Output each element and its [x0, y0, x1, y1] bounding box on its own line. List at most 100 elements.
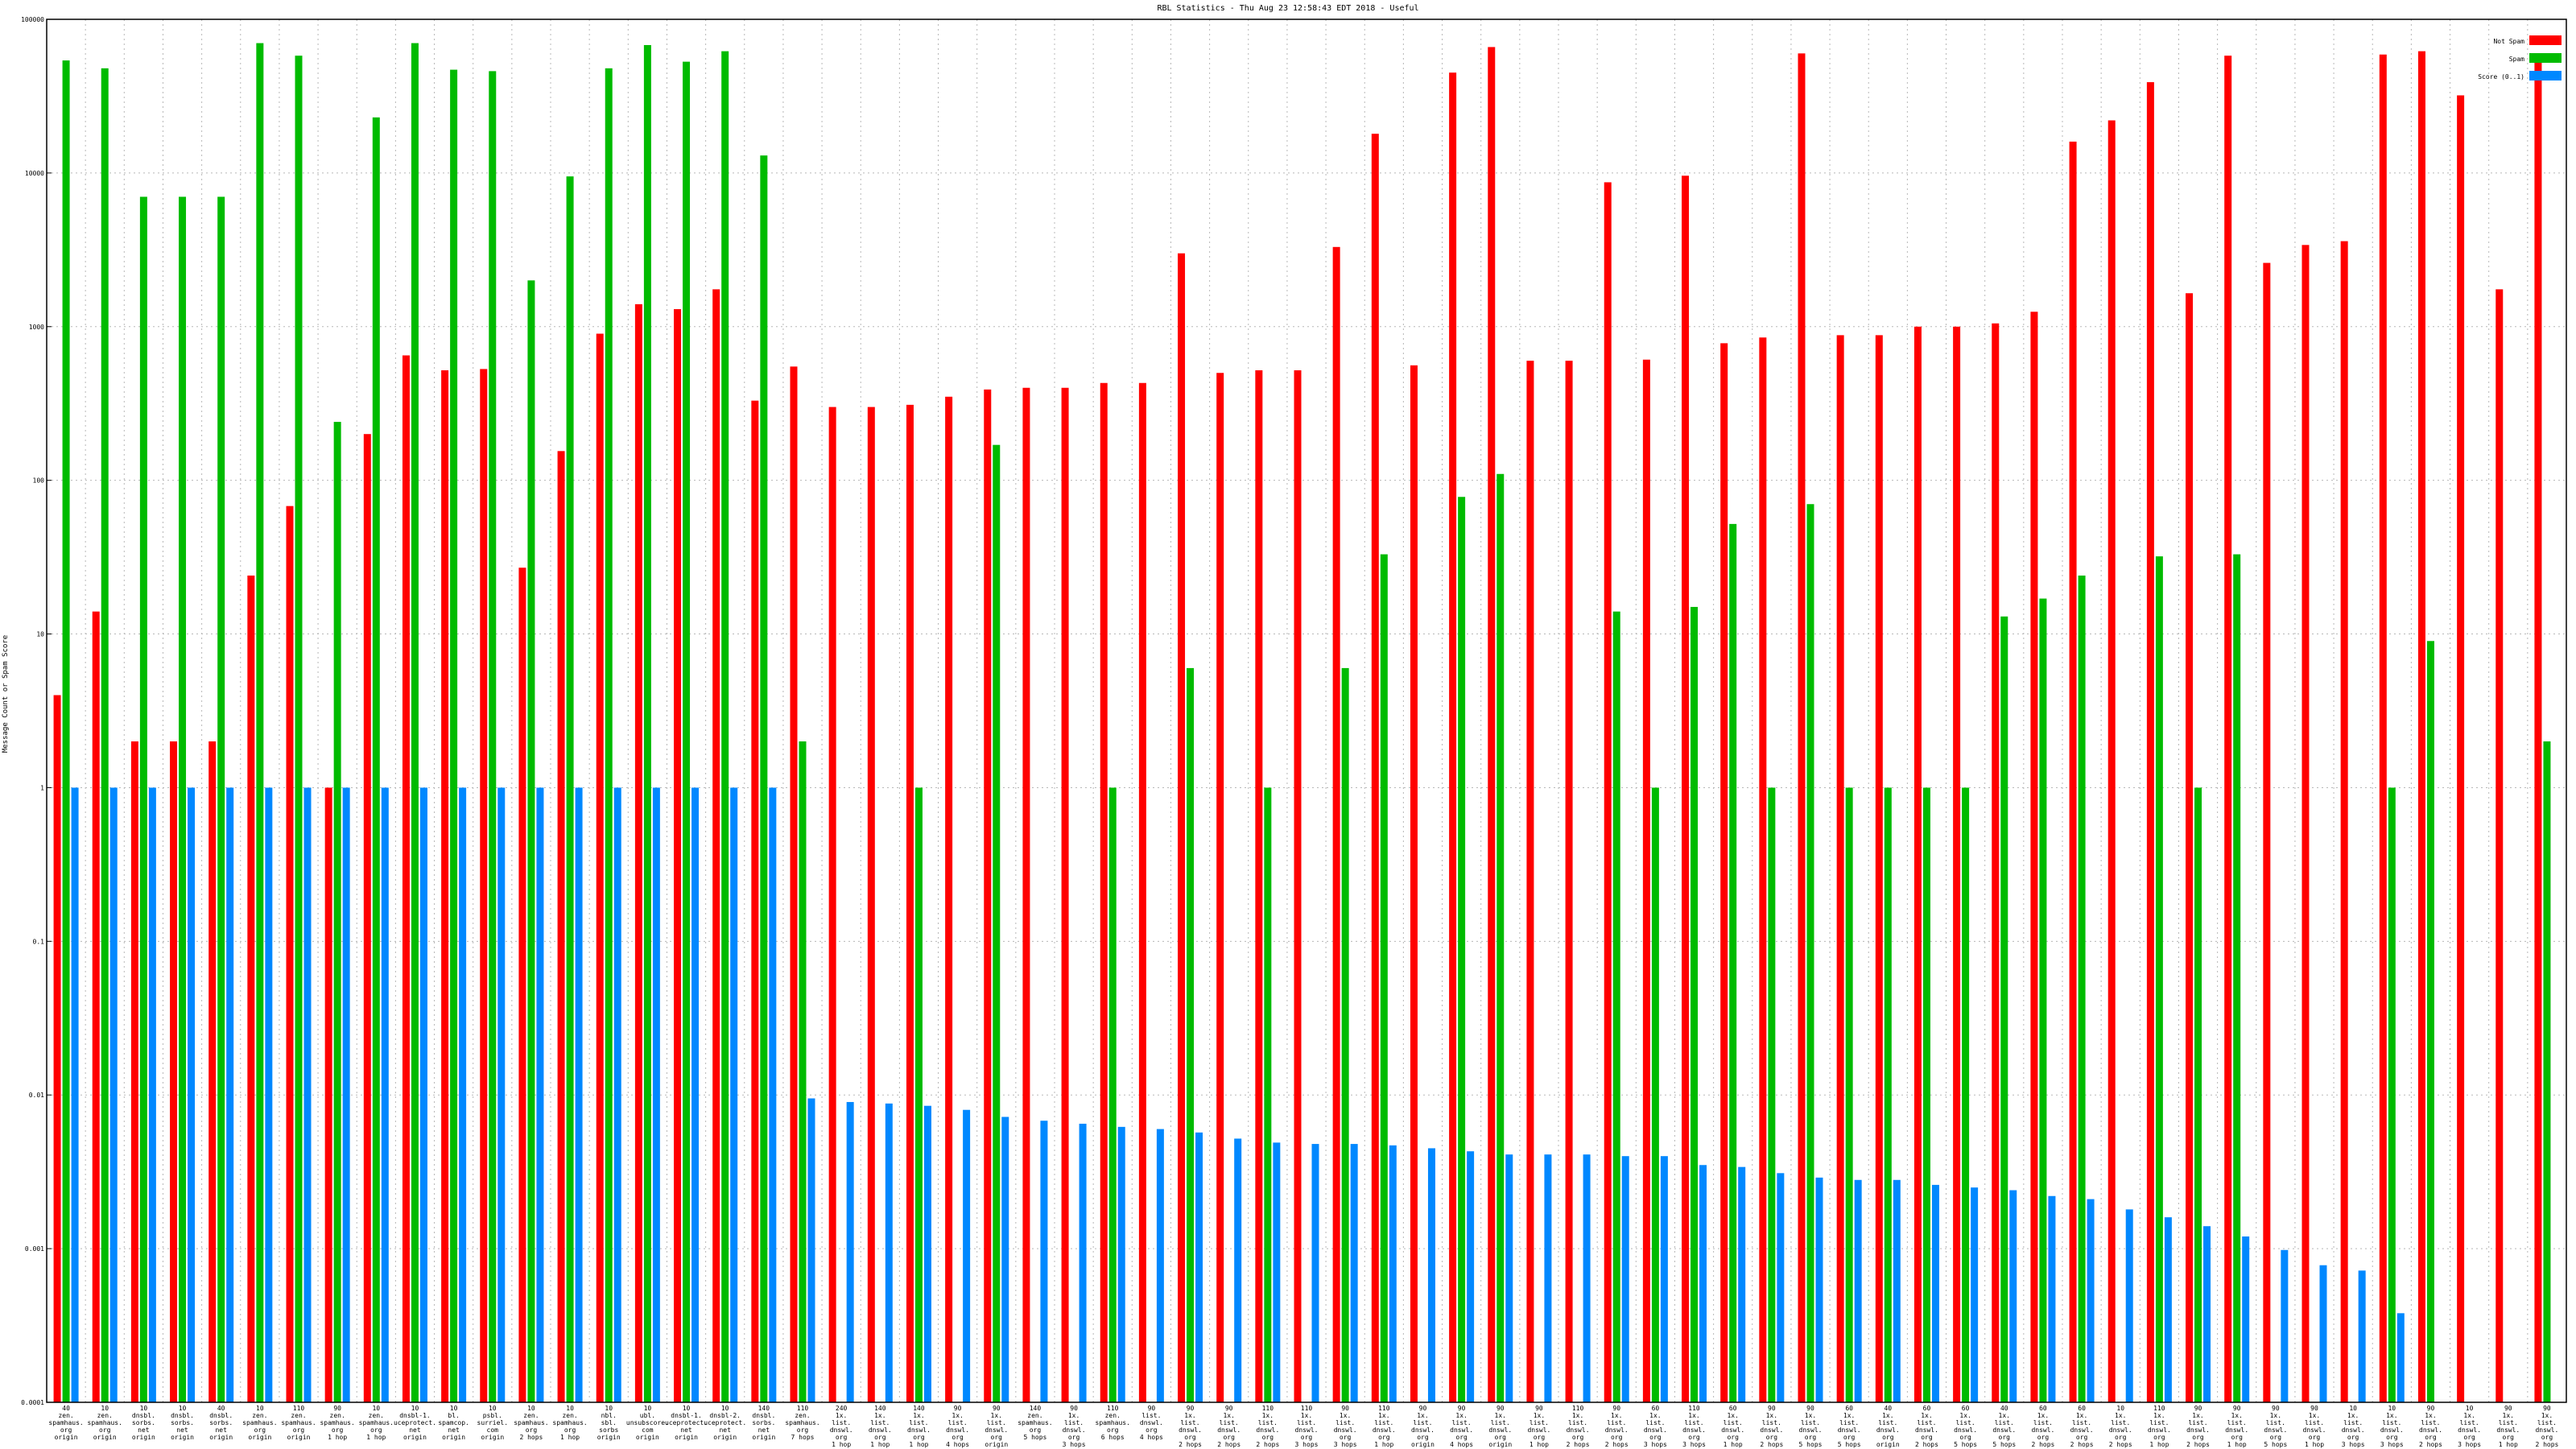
bar-spam	[799, 741, 807, 1402]
bar-score-0-1	[769, 787, 777, 1402]
bar-not-spam	[1216, 373, 1224, 1402]
bar-not-spam	[945, 396, 953, 1403]
bar-score-0-1	[2319, 1265, 2327, 1402]
bar-score-0-1	[1699, 1165, 1707, 1402]
bar-not-spam	[712, 289, 720, 1402]
bar-score-0-1	[1971, 1187, 1979, 1402]
x-tick-label: 10 zen. spamhaus. org 1 hop	[359, 1405, 394, 1441]
x-tick-label: 90 1x. list. dnswl. org 1 hop	[2496, 1405, 2520, 1448]
bar-not-spam	[1332, 246, 1340, 1403]
x-tick-label: 140 1x. list. dnswl. org 1 hop	[869, 1405, 892, 1448]
x-tick-label: 110 1x. list. dnswl. org 2 hops	[1567, 1405, 1590, 1448]
x-tick-label: 60 1x. list. dnswl. org 2 hops	[2031, 1405, 2054, 1448]
x-tick-label: 60 1x. list. dnswl. org 2 hops	[2070, 1405, 2094, 1448]
bar-not-spam	[402, 355, 410, 1403]
x-tick-label: 10 nbl. sbl. sorbs origin	[597, 1405, 621, 1441]
bar-spam	[1187, 667, 1195, 1402]
bar-not-spam	[984, 389, 992, 1402]
bar-not-spam	[2146, 82, 2154, 1402]
bar-score-0-1	[1001, 1117, 1009, 1402]
bar-score-0-1	[1467, 1151, 1475, 1402]
bar-score-0-1	[885, 1103, 893, 1402]
x-tick-label: 10 dnsbl. sorbs. net origin	[171, 1405, 194, 1441]
bar-spam	[295, 56, 303, 1403]
bar-score-0-1	[1195, 1132, 1203, 1402]
bar-score-0-1	[1931, 1184, 1939, 1402]
x-tick-label: 90 1x. list. dnswl. org 1 hop	[2303, 1405, 2326, 1448]
bar-score-0-1	[342, 787, 350, 1402]
bar-score-0-1	[2396, 1313, 2405, 1402]
bar-score-0-1	[1156, 1129, 1164, 1402]
bar-not-spam	[867, 407, 875, 1403]
x-tick-label: 110 zen. spamhaus. org 6 hops	[1096, 1405, 1130, 1441]
bar-not-spam	[1798, 53, 1806, 1402]
bar-score-0-1	[303, 787, 312, 1402]
bar-spam	[2039, 598, 2047, 1402]
bar-not-spam	[674, 309, 682, 1403]
x-tick-label: 90 1x. list. dnswl. org 2 hops	[2419, 1405, 2442, 1448]
bar-spam	[1651, 787, 1659, 1402]
bar-score-0-1	[1117, 1126, 1125, 1402]
x-tick-label: 90 1x. list. dnswl. org 2 hops	[1605, 1405, 1629, 1448]
x-tick-label: 110 1x. list. dnswl. org 3 hops	[1295, 1405, 1319, 1448]
bar-not-spam	[1100, 382, 1108, 1402]
x-tick-label: 90 1x. list. dnswl. org 2 hops	[1760, 1405, 1783, 1448]
bar-spam	[411, 43, 419, 1402]
bar-spam	[1884, 787, 1892, 1402]
y-tick-label: 1000	[29, 324, 44, 331]
bar-spam	[101, 68, 109, 1402]
bar-not-spam	[557, 451, 565, 1402]
x-tick-label: 40 1x. list. dnswl. org 5 hops	[1992, 1405, 2016, 1448]
bar-not-spam	[1836, 335, 1844, 1402]
bar-spam	[1612, 611, 1620, 1402]
bar-score-0-1	[1660, 1156, 1668, 1402]
bar-not-spam	[828, 407, 836, 1403]
bar-not-spam	[1371, 134, 1379, 1403]
legend-swatch	[2529, 53, 2562, 63]
chart-title: RBL Statistics - Thu Aug 23 12:58:43 EDT…	[1157, 4, 1418, 13]
bar-not-spam	[130, 741, 138, 1402]
y-tick-label: 0.1	[33, 938, 45, 945]
grid-lines	[47, 19, 2566, 1402]
legend-swatch	[2529, 35, 2562, 45]
bar-score-0-1	[459, 787, 467, 1402]
x-tick-label: 60 1x. list. dnswl. org 3 hops	[1644, 1405, 1667, 1448]
x-tick-label: 10 1x. list. dnswl. org 3 hops	[2342, 1405, 2365, 1448]
bar-score-0-1	[1621, 1156, 1629, 1402]
y-tick-label: 0.001	[25, 1245, 44, 1253]
bar-spam	[914, 787, 923, 1402]
bar-not-spam	[1913, 326, 1922, 1402]
y-tick-label: 10	[36, 631, 44, 638]
x-tick-label: 90 1x. list. dnswl. org origin	[1411, 1405, 1435, 1448]
bar-score-0-1	[1854, 1179, 1862, 1402]
bar-not-spam	[1682, 175, 1690, 1403]
x-tick-label: 10 1x. list. dnswl. org 3 hops	[2458, 1405, 2481, 1448]
bar-score-0-1	[846, 1101, 854, 1402]
bar-not-spam	[1759, 337, 1767, 1402]
y-tick-label: 0.01	[29, 1092, 44, 1099]
legend-label: Not Spam	[2493, 38, 2524, 45]
bar-score-0-1	[1079, 1123, 1087, 1402]
bar-score-0-1	[188, 787, 196, 1402]
bar-spam	[217, 196, 225, 1402]
bar-not-spam	[1720, 343, 1728, 1402]
x-tick-label: 10 1x. list. dnswl. org 2 hops	[2109, 1405, 2132, 1448]
bar-score-0-1	[1234, 1138, 1242, 1402]
bar-spam	[760, 155, 768, 1402]
bar-spam	[1768, 787, 1776, 1402]
bar-not-spam	[2457, 95, 2465, 1402]
y-tick-label: 100	[33, 477, 45, 485]
bar-not-spam	[286, 506, 294, 1402]
bar-spam	[993, 444, 1001, 1402]
bar-spam	[2233, 554, 2241, 1402]
bar-score-0-1	[1583, 1154, 1591, 1402]
bar-score-0-1	[1350, 1144, 1358, 1402]
x-tick-label: 90 1x. list. dnswl. org 2 hops	[1217, 1405, 1241, 1448]
bar-spam	[450, 69, 458, 1402]
bar-not-spam	[751, 400, 759, 1402]
bar-not-spam	[518, 568, 526, 1402]
x-tick-label: 90 1x. list. dnswl. org 2 hops	[2186, 1405, 2210, 1448]
legend-swatch	[2529, 71, 2562, 80]
y-tick-label: 1	[40, 784, 44, 791]
